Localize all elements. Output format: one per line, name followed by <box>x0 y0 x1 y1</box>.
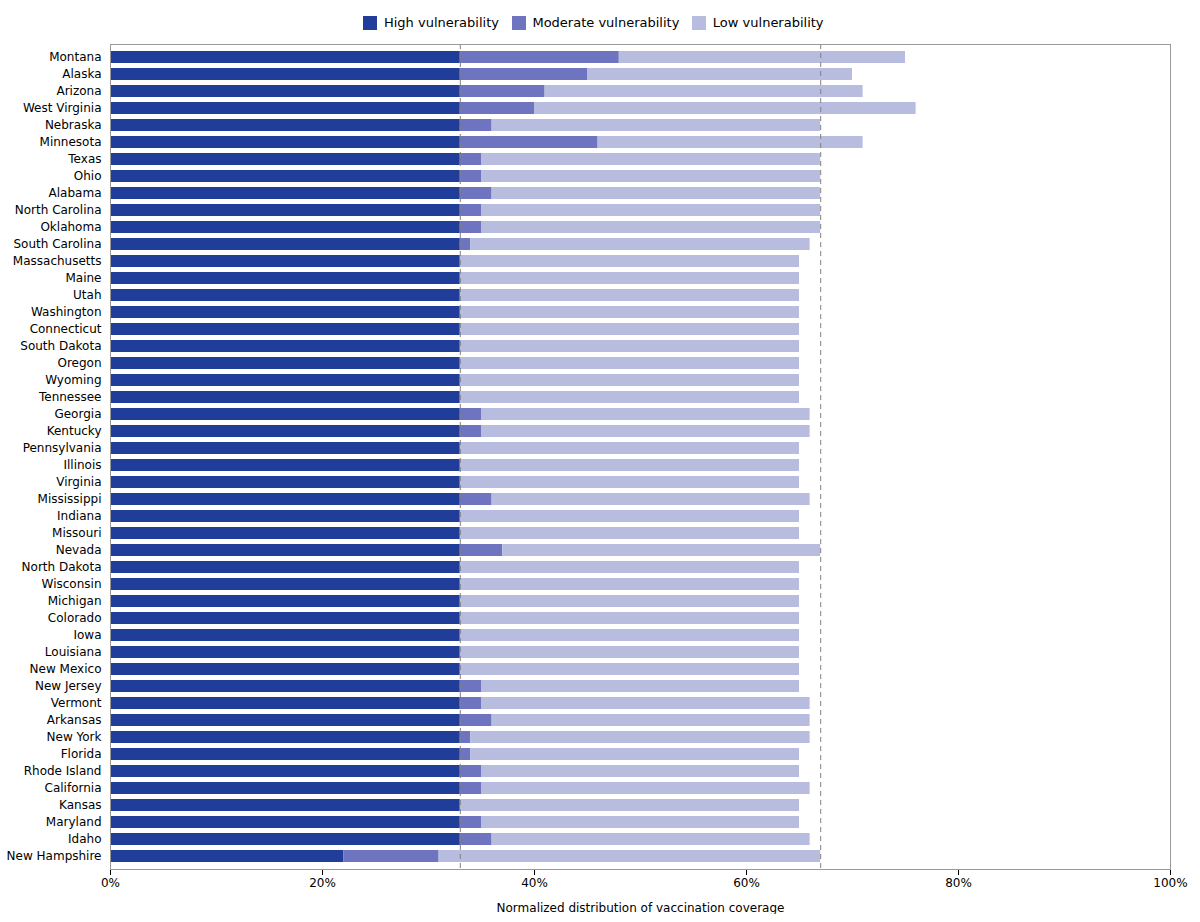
svg-text:Maryland: Maryland <box>46 815 102 829</box>
svg-text:Wyoming: Wyoming <box>45 373 101 387</box>
svg-text:Washington: Washington <box>31 305 102 319</box>
svg-text:New Hampshire: New Hampshire <box>7 849 102 863</box>
svg-text:Arizona: Arizona <box>56 84 101 98</box>
svg-text:West Virginia: West Virginia <box>23 101 102 115</box>
svg-text:Louisiana: Louisiana <box>45 645 102 659</box>
svg-text:Colorado: Colorado <box>48 611 102 625</box>
svg-text:New Mexico: New Mexico <box>30 662 102 676</box>
svg-text:Minnesota: Minnesota <box>40 135 102 149</box>
svg-text:Tennessee: Tennessee <box>38 390 102 404</box>
svg-text:Connecticut: Connecticut <box>30 322 102 336</box>
svg-text:Illinois: Illinois <box>63 458 101 472</box>
svg-text:Vermont: Vermont <box>51 696 102 710</box>
svg-text:Idaho: Idaho <box>68 832 101 846</box>
svg-text:Pennsylvania: Pennsylvania <box>23 441 102 455</box>
svg-text:20%: 20% <box>309 876 336 890</box>
svg-text:North Carolina: North Carolina <box>15 203 102 217</box>
svg-text:Indiana: Indiana <box>57 509 101 523</box>
svg-text:40%: 40% <box>521 876 548 890</box>
svg-text:60%: 60% <box>733 876 760 890</box>
svg-text:Kentucky: Kentucky <box>47 424 102 438</box>
svg-text:Nevada: Nevada <box>56 543 102 557</box>
svg-text:Georgia: Georgia <box>54 407 101 421</box>
svg-text:North Dakota: North Dakota <box>22 560 102 574</box>
svg-text:Massachusetts: Massachusetts <box>13 254 102 268</box>
html-text:High vulnerability: High vulnerability <box>383 15 499 30</box>
svg-text:80%: 80% <box>945 876 972 890</box>
html-text:Moderate vulnerability: Moderate vulnerability <box>532 15 680 30</box>
svg-text:0%: 0% <box>101 876 120 890</box>
svg-text:South Dakota: South Dakota <box>20 339 101 353</box>
svg-text:Oregon: Oregon <box>57 356 101 370</box>
svg-text:Kansas: Kansas <box>59 798 101 812</box>
svg-text:Nebraska: Nebraska <box>45 118 102 132</box>
svg-text:South Carolina: South Carolina <box>13 237 101 251</box>
svg-text:Oklahoma: Oklahoma <box>40 220 101 234</box>
svg-text:Normalized distribution of vac: Normalized distribution of vaccination c… <box>497 901 785 915</box>
svg-text:Texas: Texas <box>67 152 101 166</box>
svg-text:Florida: Florida <box>61 747 102 761</box>
svg-text:100%: 100% <box>1153 876 1187 890</box>
html-text:Low vulnerability: Low vulnerability <box>712 15 824 30</box>
svg-text:Missouri: Missouri <box>52 526 101 540</box>
svg-text:Iowa: Iowa <box>73 628 101 642</box>
svg-text:Michigan: Michigan <box>48 594 102 608</box>
svg-text:New York: New York <box>47 730 102 744</box>
svg-text:Wisconsin: Wisconsin <box>42 577 102 591</box>
svg-text:Alaska: Alaska <box>62 67 101 81</box>
svg-text:Virginia: Virginia <box>56 475 101 489</box>
svg-text:Rhode Island: Rhode Island <box>24 764 102 778</box>
svg-text:New Jersey: New Jersey <box>35 679 102 693</box>
svg-text:Ohio: Ohio <box>74 169 102 183</box>
svg-text:California: California <box>45 781 102 795</box>
svg-text:Utah: Utah <box>73 288 101 302</box>
svg-text:Montana: Montana <box>49 50 101 64</box>
svg-text:Mississippi: Mississippi <box>38 492 102 506</box>
svg-text:Alabama: Alabama <box>49 186 102 200</box>
svg-text:Arkansas: Arkansas <box>47 713 102 727</box>
svg-text:Maine: Maine <box>65 271 101 285</box>
